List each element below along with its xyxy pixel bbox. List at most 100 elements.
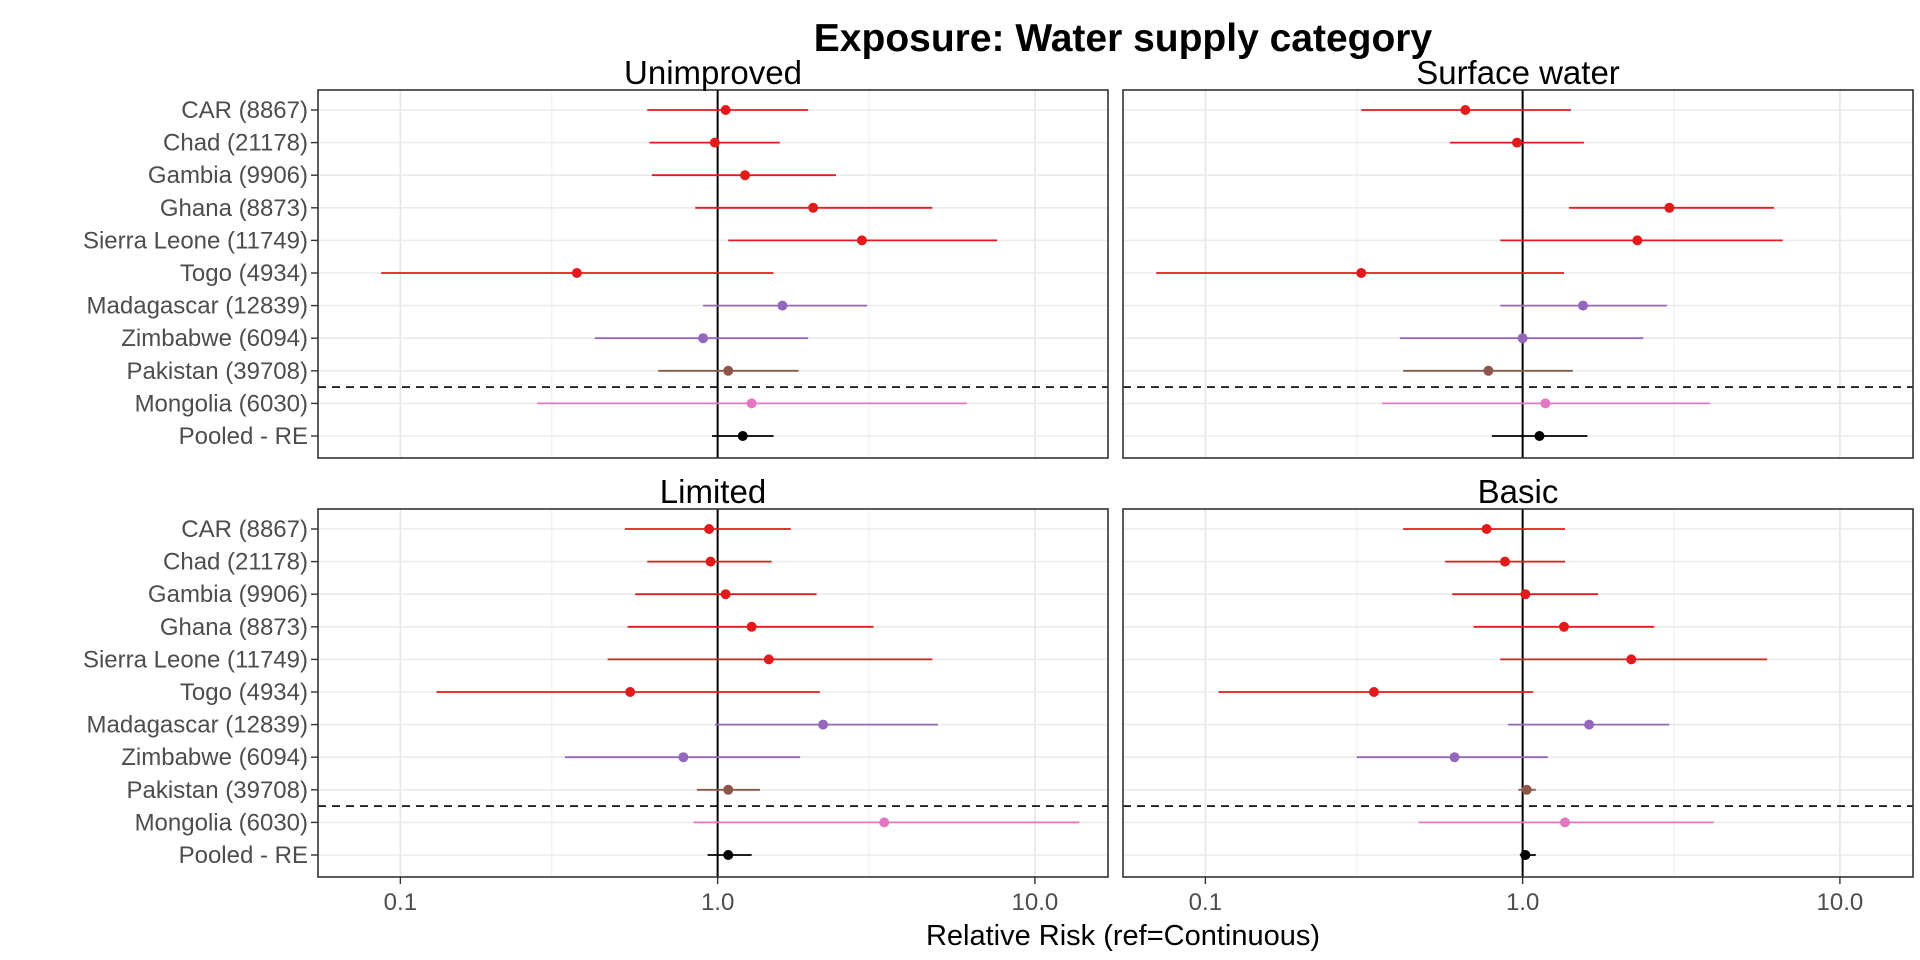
panel-background [318, 509, 1108, 877]
estimate-pooled---re [712, 431, 774, 441]
y-tick-label: Chad (21178) [163, 549, 308, 576]
panel-background [1123, 509, 1913, 877]
point-estimate [818, 719, 829, 730]
estimate-madagascar [714, 719, 938, 730]
point-estimate [777, 300, 788, 311]
estimate-togo [1156, 268, 1564, 278]
estimate-car [624, 524, 791, 534]
estimate-zimbabwe [594, 333, 809, 344]
point-estimate [1540, 398, 1551, 409]
point-estimate [1520, 850, 1531, 860]
point-estimate [720, 589, 731, 600]
panel-title: Unimproved [624, 54, 802, 91]
panel-border [317, 508, 1109, 878]
estimate-pakistan [658, 365, 799, 376]
estimate-sierra-leone [1500, 235, 1783, 246]
estimate-ghana [695, 202, 933, 213]
estimate-gambia [1452, 589, 1599, 600]
point-estimate [704, 524, 715, 534]
y-tick-label: Ghana (8873) [160, 614, 308, 641]
estimate-mongolia [1418, 817, 1714, 828]
point-estimate [808, 202, 819, 213]
estimate-madagascar [1500, 300, 1667, 311]
estimate-zimbabwe [1356, 752, 1548, 763]
point-estimate [1558, 621, 1569, 632]
y-tick-label: Madagascar (12839) [87, 293, 308, 320]
point-estimate [1534, 431, 1545, 441]
estimate-ghana [1568, 202, 1775, 213]
estimate-madagascar [1508, 719, 1670, 730]
panel-title: Limited [660, 473, 766, 510]
point-estimate [1632, 235, 1643, 246]
point-estimate [678, 752, 689, 763]
x-tick-label: 1.0 [701, 889, 734, 916]
estimate-pakistan [696, 784, 760, 795]
point-estimate [1664, 202, 1675, 213]
point-estimate [1356, 268, 1367, 278]
estimate-car [1403, 524, 1565, 534]
x-tick-label: 0.1 [1189, 889, 1222, 916]
point-estimate [1449, 752, 1460, 763]
y-tick-label: Madagascar (12839) [87, 712, 308, 739]
estimate-gambia [635, 589, 817, 600]
point-estimate [698, 333, 709, 344]
estimate-mongolia [537, 398, 967, 409]
point-estimate [763, 654, 774, 665]
y-tick-label: Pooled - RE [179, 842, 308, 869]
estimate-sierra-leone [607, 654, 933, 665]
point-estimate [1521, 784, 1532, 795]
point-estimate [1481, 524, 1492, 534]
panels: Unimproved CAR (8867) Chad (21178) Gambia (… [83, 54, 1914, 916]
point-estimate [1483, 365, 1494, 376]
estimate-madagascar [703, 300, 868, 311]
x-axis-label: Relative Risk (ref=Continuous) [926, 920, 1320, 952]
estimate-gambia [651, 170, 836, 181]
y-tick-label: Zimbabwe (6094) [121, 744, 308, 771]
y-tick-label: Gambia (9906) [148, 581, 308, 608]
estimate-pooled---re [707, 850, 752, 860]
point-estimate [720, 105, 731, 115]
y-tick-label: Pooled - RE [179, 423, 308, 450]
estimate-togo [1218, 687, 1534, 697]
estimate-car [1361, 105, 1571, 115]
x-tick-label: 0.1 [384, 889, 417, 916]
point-estimate [625, 687, 636, 697]
panel-title: Basic [1478, 473, 1559, 510]
estimate-sierra-leone [1500, 654, 1768, 665]
point-estimate [1368, 687, 1379, 697]
estimate-pakistan [1518, 784, 1536, 795]
panel-background [318, 90, 1108, 458]
point-estimate [1512, 137, 1523, 148]
y-tick-label: Togo (4934) [180, 260, 308, 287]
estimate-mongolia [693, 817, 1080, 828]
estimate-togo [381, 268, 774, 278]
point-estimate [746, 398, 757, 409]
panel-limited: Limited CAR (8867) Chad (21178) Gambia (990… [83, 473, 1109, 916]
point-estimate [709, 137, 720, 148]
point-estimate [723, 365, 734, 376]
point-estimate [571, 268, 582, 278]
panel-title: Surface water [1416, 54, 1620, 91]
point-estimate [737, 431, 748, 441]
point-estimate [746, 621, 757, 632]
y-tick-label: CAR (8867) [181, 516, 308, 543]
y-tick-label: Chad (21178) [163, 130, 308, 157]
panel-surface-water: Surface water [1122, 54, 1914, 459]
estimate-zimbabwe [564, 752, 801, 763]
point-estimate [723, 850, 734, 860]
point-estimate [740, 170, 751, 181]
panel-background [1123, 90, 1913, 458]
y-tick-label: Pakistan (39708) [127, 358, 308, 385]
panel-border [1122, 89, 1914, 459]
point-estimate [705, 556, 716, 567]
point-estimate [1559, 817, 1570, 828]
y-tick-label: Togo (4934) [180, 679, 308, 706]
y-tick-label: Gambia (9906) [148, 162, 308, 189]
y-tick-label: Sierra Leone (11749) [83, 227, 308, 254]
y-tick-label: Mongolia (6030) [135, 809, 308, 836]
x-tick-label: 10.0 [1012, 889, 1059, 916]
panel-border [1122, 508, 1914, 878]
estimate-pakistan [1403, 365, 1573, 376]
estimate-chad [1449, 137, 1584, 148]
